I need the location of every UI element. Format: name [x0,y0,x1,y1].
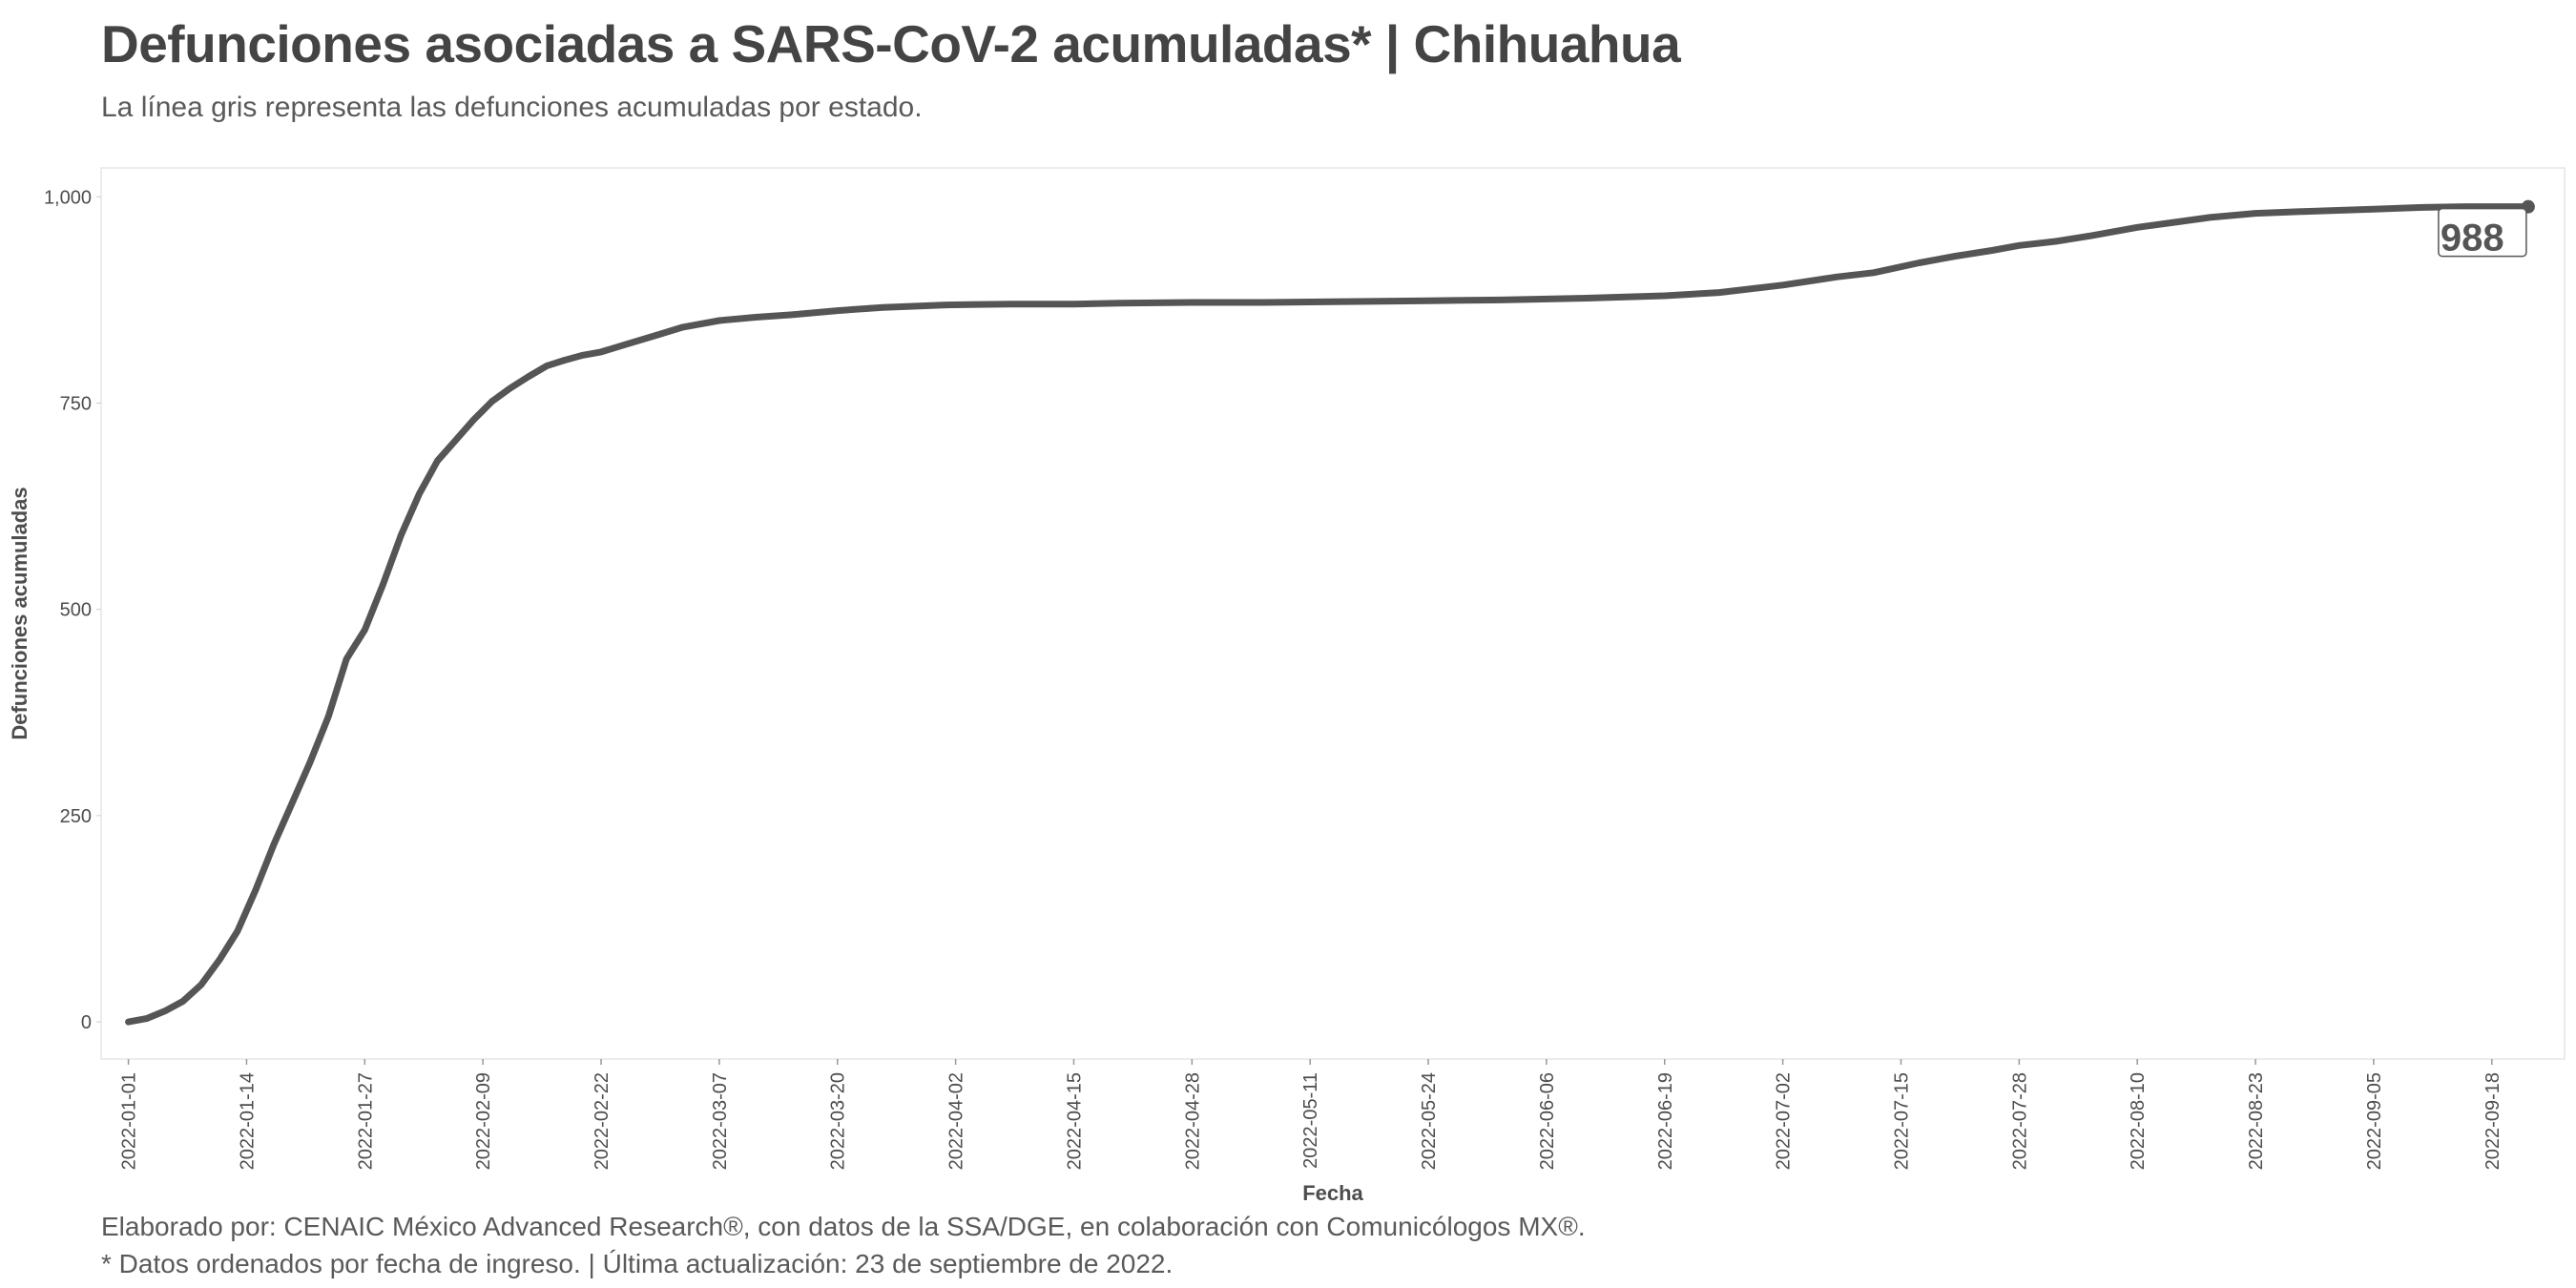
chart-title: Defunciones asociadas a SARS-CoV-2 acumu… [101,14,1681,73]
y-tick-label: 500 [60,600,92,621]
series-line [125,203,2532,1026]
x-axis: 2022-01-01 2022-01-14 2022-01-27 2022-02-09… [119,1059,2503,1170]
x-tick-label: 2022-07-28 [2009,1072,2030,1170]
x-tick-label: 2022-04-28 [1182,1072,1203,1170]
x-tick-label: 2022-09-05 [2364,1072,2385,1170]
x-axis-title: Fecha [1302,1181,1363,1205]
x-tick-label: 2022-09-18 [2483,1072,2503,1170]
x-tick-label: 2022-05-11 [1300,1072,1321,1169]
caption-credits: Elaborado por: CENAIC México Advanced Re… [101,1212,1586,1241]
x-tick-label: 2022-08-23 [2246,1072,2267,1170]
x-tick-label: 2022-02-09 [473,1072,494,1170]
x-tick-label: 2022-03-07 [710,1072,731,1170]
y-axis: 0 250 500 750 1,000 [44,187,101,1033]
y-tick-label: 250 [60,806,92,827]
y-axis-title: Defunciones acumuladas [8,487,31,739]
x-tick-label: 2022-07-15 [1891,1072,1912,1170]
y-tick-label: 0 [81,1012,92,1033]
caption-note: * Datos ordenados por fecha de ingreso. … [101,1249,1174,1278]
caption: Elaborado por: CENAIC México Advanced Re… [101,1208,1586,1282]
x-tick-label: 2022-02-22 [592,1072,613,1170]
x-tick-label: 2022-06-19 [1655,1072,1676,1170]
x-tick-label: 2022-04-02 [946,1072,967,1170]
x-tick-label: 2022-01-01 [119,1072,140,1170]
y-tick-label: 1,000 [44,187,92,208]
end-label: 988 [2438,207,2527,260]
chart-subtitle: La línea gris representa las defunciones… [101,92,923,123]
plot-panel [100,167,2566,1060]
x-tick-label: 2022-08-10 [2128,1072,2149,1170]
x-tick-label: 2022-07-02 [1774,1072,1795,1170]
x-tick-label: 2022-03-20 [828,1072,849,1170]
end-label-value: 988 [2441,218,2504,260]
y-tick-label: 750 [60,393,92,414]
end-label-box [2438,207,2527,258]
x-tick-label: 2022-06-06 [1537,1072,1558,1170]
x-tick-label: 2022-05-24 [1419,1072,1440,1170]
x-tick-label: 2022-01-27 [355,1072,376,1170]
x-tick-label: 2022-01-14 [237,1072,258,1170]
x-tick-label: 2022-04-15 [1064,1072,1085,1170]
